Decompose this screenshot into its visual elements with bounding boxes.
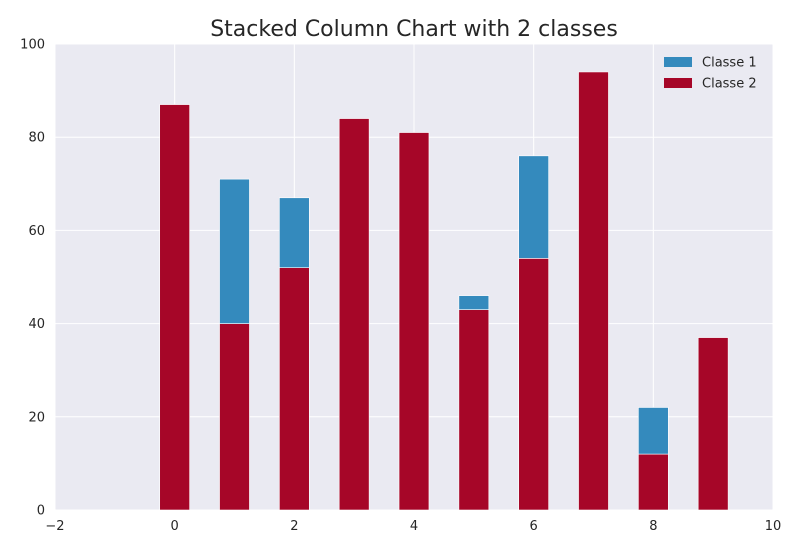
bar-classe-2: [219, 323, 250, 511]
bar-classe-1: [638, 407, 669, 455]
bar-classe-2: [638, 453, 669, 511]
bar-classe-2: [338, 118, 370, 511]
legend-label: Classe 1: [702, 56, 757, 71]
bar-classe-2: [279, 267, 310, 511]
chart-title: Stacked Column Chart with 2 classes: [210, 17, 618, 42]
bar-classe-2: [697, 337, 729, 511]
y-tick-label: 0: [37, 504, 45, 519]
x-tick-label: 6: [530, 519, 538, 534]
y-tick-label: 40: [28, 317, 45, 332]
x-tick-label: −2: [45, 519, 64, 534]
bar-classe-2: [398, 132, 430, 511]
y-tick-label: 80: [28, 131, 45, 146]
legend-swatch: [664, 57, 692, 67]
legend-label: Classe 2: [702, 77, 757, 92]
y-tick-label: 60: [28, 224, 45, 239]
bar-classe-1: [279, 197, 310, 268]
bar-classe-2: [458, 309, 490, 511]
x-tick-label: 2: [290, 519, 298, 534]
bar-classe-1: [518, 155, 549, 259]
x-tick-label: 4: [410, 519, 418, 534]
legend-swatch: [664, 78, 692, 88]
bar-classe-2: [578, 71, 609, 511]
bar-classe-1: [458, 295, 490, 310]
x-tick-label: 0: [171, 519, 179, 534]
legend: Classe 1 Classe 2: [664, 56, 757, 92]
bar-classe-2: [159, 104, 190, 511]
y-tick-label: 20: [28, 410, 45, 425]
x-tick-label: 10: [765, 519, 782, 534]
x-axis: −2 0 2 4 6 8 10: [45, 519, 781, 534]
x-tick-label: 8: [649, 519, 657, 534]
bar-classe-1: [219, 178, 250, 324]
y-axis: 0 20 40 60 80 100: [20, 38, 45, 519]
y-tick-label: 100: [20, 38, 45, 53]
bar-classe-2: [518, 258, 549, 511]
bars: [159, 71, 729, 511]
